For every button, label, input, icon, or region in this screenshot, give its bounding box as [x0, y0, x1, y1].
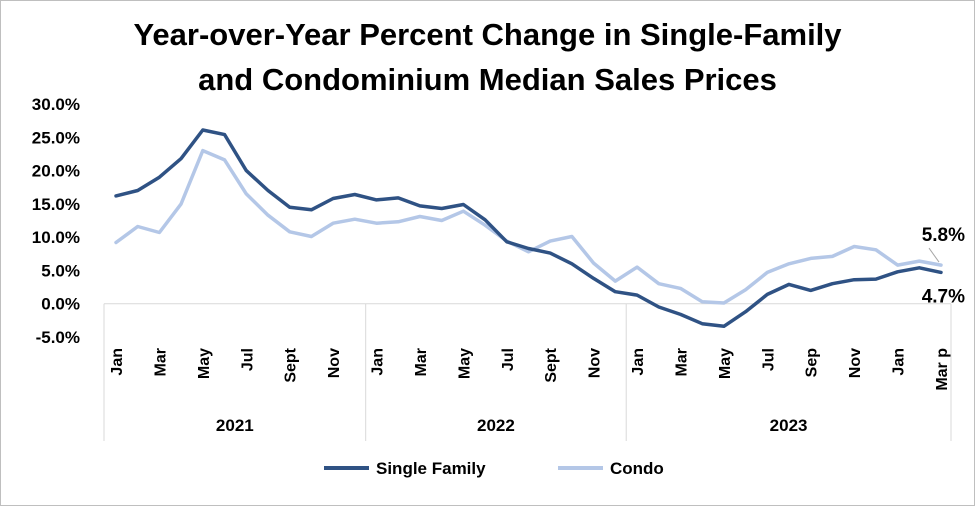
- year-label: 2022: [477, 416, 515, 435]
- x-tick-label: Nov: [847, 348, 864, 378]
- y-tick-label: 15.0%: [32, 195, 80, 214]
- x-tick-label: Jan: [630, 348, 647, 376]
- data-label: 5.8%: [922, 225, 965, 246]
- legend-label-single-family: Single Family: [376, 459, 486, 478]
- condo-line: [114, 148, 943, 305]
- x-tick-label: Mar: [152, 348, 169, 376]
- y-tick-label: 25.0%: [32, 128, 80, 147]
- y-tick-label: 10.0%: [32, 228, 80, 247]
- x-tick-label: Jul: [239, 348, 256, 371]
- x-tick-label: Mar: [673, 348, 690, 376]
- year-label: 2023: [770, 416, 808, 435]
- data-label: 4.7%: [922, 286, 965, 307]
- x-tick-label: Mar: [413, 348, 430, 376]
- x-tick-label: May: [717, 348, 734, 379]
- y-tick-label: 30.0%: [32, 95, 80, 114]
- x-tick-label: Jul: [760, 348, 777, 371]
- x-tick-label: Nov: [326, 348, 343, 378]
- x-tick-label: Jan: [370, 348, 387, 376]
- x-tick-label: Nov: [587, 348, 604, 378]
- x-tick-label: Jan: [891, 348, 908, 376]
- y-tick-label: 20.0%: [32, 162, 80, 181]
- y-tick-label: 0.0%: [41, 295, 80, 314]
- data-label-leader-line: [928, 247, 940, 263]
- x-tick-label: Jan: [109, 348, 126, 376]
- x-tick-label: Sept: [283, 347, 300, 382]
- y-tick-label: 5.0%: [41, 261, 80, 280]
- legend-label-condo: Condo: [610, 459, 664, 478]
- x-tick-label: Mar p: [934, 348, 951, 391]
- chart-title-line-2: and Condominium Median Sales Prices: [198, 62, 777, 97]
- year-label: 2021: [216, 416, 254, 435]
- chart-title-line-1: Year-over-Year Percent Change in Single-…: [133, 17, 842, 52]
- x-tick-label: May: [456, 348, 473, 379]
- single-family-line: [114, 128, 943, 329]
- x-tick-label: Jul: [500, 348, 517, 371]
- x-tick-label: Sep: [804, 348, 821, 378]
- x-tick-label: Sept: [543, 347, 560, 382]
- y-tick-label: -5.0%: [36, 328, 80, 347]
- x-tick-label: May: [196, 348, 213, 379]
